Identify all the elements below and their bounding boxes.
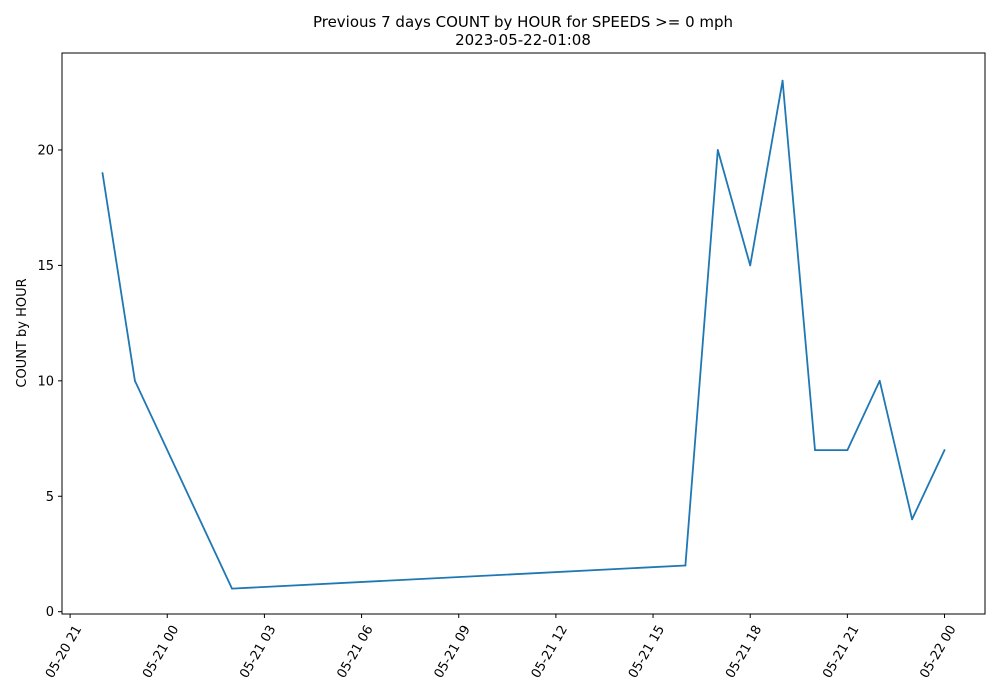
y-axis-ticks: 0 5 10 15 20 (37, 143, 62, 620)
y-tick-label: 5 (46, 490, 54, 505)
plot-area (61, 52, 986, 615)
data-point (231, 587, 233, 590)
data-point (101, 172, 104, 174)
data-point (133, 379, 136, 382)
chart-title-line2: 2023-05-22-01:08 (455, 31, 591, 49)
series-layer (101, 79, 946, 590)
y-tick-label: 10 (37, 374, 54, 389)
data-point (781, 79, 784, 82)
y-tick-label: 15 (37, 259, 54, 274)
data-point (846, 449, 849, 451)
data-point (749, 264, 752, 267)
data-point (684, 564, 687, 567)
series-line (101, 79, 946, 590)
y-tick-label: 0 (46, 605, 54, 620)
y-axis-label: COUNT by HOUR (15, 278, 30, 387)
chart-title-line1: Previous 7 days COUNT by HOUR for SPEEDS… (313, 13, 733, 31)
data-point (814, 449, 816, 451)
data-point (716, 149, 719, 151)
y-tick-label: 20 (37, 143, 54, 158)
data-point (911, 518, 914, 521)
data-point (943, 449, 946, 451)
data-point (878, 379, 881, 382)
